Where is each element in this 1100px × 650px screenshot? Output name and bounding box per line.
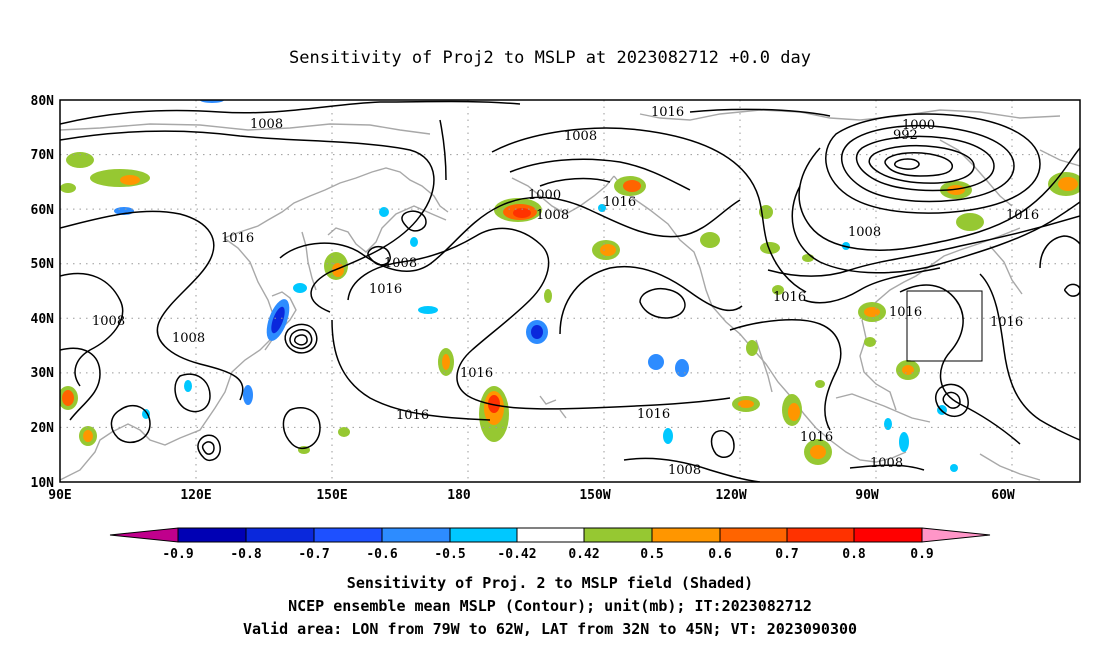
sensitivity-shading (60, 100, 1080, 472)
contour-label: 1008 (250, 117, 283, 132)
colorbar-tick: -0.7 (298, 547, 329, 562)
colorbar-tick: 0.5 (640, 547, 663, 562)
contour-label: 1016 (221, 231, 254, 246)
colorbar-tick: 0.7 (775, 547, 798, 562)
caption-line-2: NCEP ensemble mean MSLP (Contour); unit(… (288, 597, 812, 615)
latitude-axis: 80N 70N 60N 50N 40N 30N 20N 10N (31, 94, 55, 491)
caption-line-1: Sensitivity of Proj. 2 to MSLP field (Sh… (346, 574, 754, 592)
contour-label: 1008 (92, 314, 125, 329)
lon-label: 150E (316, 488, 347, 503)
contour-label: 1008 (172, 331, 205, 346)
contour-label: 1000 (528, 188, 561, 203)
colorbar-tick: 0.6 (708, 547, 732, 562)
map-title: Sensitivity of Proj2 to MSLP at 20230827… (289, 48, 811, 68)
colorbar-segment (719, 527, 788, 543)
lon-label: 90W (855, 488, 879, 503)
colorbar-segment (313, 527, 383, 543)
colorbar-ticks: -0.9 -0.8 -0.7 -0.6 -0.5 -0.42 0.42 0.5 … (162, 547, 933, 562)
contour-label: 1016 (637, 407, 670, 422)
mslp-contours (60, 100, 1080, 482)
valid-area-box (906, 290, 983, 362)
contour-label: 1016 (651, 105, 684, 120)
lat-label: 50N (31, 257, 55, 272)
colorbar-right-arrow (921, 527, 991, 543)
lon-label: 120W (715, 488, 746, 503)
lon-label: 120E (180, 488, 211, 503)
coastlines (60, 109, 1080, 481)
colorbar-segment (583, 527, 653, 543)
colorbar-tick: -0.6 (366, 547, 397, 562)
contour-label: 1008 (564, 129, 597, 144)
colorbar-tick: -0.8 (230, 547, 261, 562)
contour-label: 1016 (603, 195, 636, 210)
contour-label: 1008 (536, 208, 569, 223)
colorbar-tick: 0.8 (842, 547, 866, 562)
contour-label: 992 (893, 128, 918, 143)
colorbar-tick: -0.5 (434, 547, 465, 562)
contour-label: 1016 (396, 408, 429, 423)
lat-label: 30N (31, 366, 55, 381)
contour-label: 1008 (668, 463, 701, 478)
colorbar-segment (449, 527, 518, 543)
lat-label: 10N (31, 476, 55, 491)
contour-label-layer: 1008 1016 1008 1000 992 1000 1008 1016 1… (92, 105, 1039, 478)
colorbar-segment (786, 527, 855, 543)
contour-label: 1008 (848, 225, 881, 240)
colorbar-segment (651, 527, 721, 543)
contour-label: 1000 (902, 118, 935, 133)
contour-label: 1008 (870, 456, 903, 471)
lon-label: 180 (447, 488, 471, 503)
colorbar-left-arrow (109, 527, 179, 543)
lat-label: 80N (31, 94, 55, 109)
plot-frame (59, 99, 1081, 483)
colorbar-segment (516, 527, 585, 543)
contour-label: 1016 (800, 430, 833, 445)
colorbar-tick: -0.42 (497, 547, 536, 562)
lon-label: 150W (579, 488, 610, 503)
colorbar-segment (853, 527, 923, 543)
colorbar-segment (245, 527, 315, 543)
lon-label: 60W (991, 488, 1015, 503)
lat-label: 40N (31, 312, 55, 327)
colorbar-tick: 0.9 (910, 547, 933, 562)
lon-label: 90E (48, 488, 71, 503)
colorbar-segment (381, 527, 451, 543)
contour-label: 1016 (889, 305, 922, 320)
longitude-axis: 90E 120E 150E 180 150W 120W 90W 60W (48, 488, 1015, 503)
contour-label: 1008 (384, 256, 417, 271)
contour-label: 1016 (369, 282, 402, 297)
lat-label: 70N (31, 148, 55, 163)
contour-label: 1016 (990, 315, 1023, 330)
lat-label: 20N (31, 421, 55, 436)
colorbar-tick: -0.9 (162, 547, 193, 562)
lat-label: 60N (31, 203, 55, 218)
contour-label: 1016 (460, 366, 493, 381)
caption-line-3: Valid area: LON from 79W to 62W, LAT fro… (242, 620, 858, 638)
colorbar-tick: 0.42 (568, 547, 599, 562)
colorbar (109, 527, 991, 543)
colorbar-segment (177, 527, 247, 543)
contour-label: 1016 (773, 290, 806, 305)
contour-label: 1016 (1006, 208, 1039, 223)
